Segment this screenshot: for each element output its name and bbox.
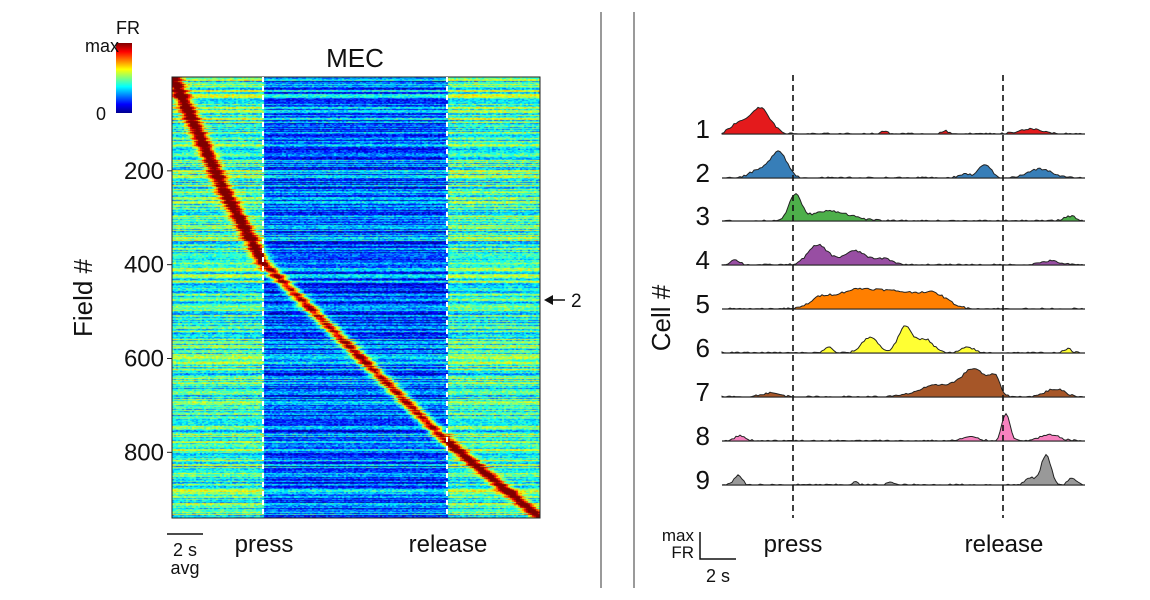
colorbar-max-label: max <box>85 36 119 56</box>
cell-label: 9 <box>696 465 710 495</box>
traces-scalebar-fr: FR <box>671 543 694 562</box>
cell-label: 5 <box>696 289 710 319</box>
press-label-right: press <box>764 531 823 558</box>
traces-scalebar-time: 2 s <box>706 566 730 586</box>
heatmap-y-label: Field # <box>68 258 98 337</box>
scalebar-label: 2 s <box>173 540 197 560</box>
traces-y-label: Cell # <box>646 284 676 351</box>
heatmap-y-tick-label: 400 <box>124 252 164 279</box>
cell-trace-9 <box>721 453 1085 486</box>
press-label-left: press <box>235 531 294 558</box>
cell-label: 2 <box>696 158 710 188</box>
cell-label: 1 <box>696 114 710 144</box>
cell-label: 8 <box>696 421 710 451</box>
cell-trace-3 <box>722 192 1085 222</box>
heatmap-raster <box>172 77 540 518</box>
cell-trace-6 <box>721 325 1083 354</box>
cell-trace-2 <box>722 150 1083 179</box>
release-label-left: release <box>409 531 488 558</box>
heatmap-image <box>172 77 540 518</box>
traces-scalebar-max: max <box>662 526 695 545</box>
cell-trace-5 <box>722 287 1085 310</box>
release-label-right: release <box>965 531 1044 558</box>
cell-label: 4 <box>696 245 710 275</box>
cell-trace-8 <box>722 412 1083 442</box>
colorbar-fr-label: FR <box>116 18 140 38</box>
heatmap-y-tick-label: 200 <box>124 158 164 185</box>
heatmap-y-tick-label: 800 <box>124 439 164 466</box>
heatmap-y-tick-label: 600 <box>124 345 164 372</box>
heatmap-y-axis: 200 400 600 800 <box>124 158 172 466</box>
scalebar-sublabel: avg <box>170 558 199 578</box>
traces-scalebar <box>699 532 736 560</box>
colorbar <box>116 43 132 113</box>
cell-label: 6 <box>696 333 710 363</box>
annotation-label: 2 <box>571 291 582 312</box>
cell-traces-panel: 1 2 3 4 5 6 7 8 9 Cell # max FR 2 s press releas… <box>646 75 1085 586</box>
heatmap-title: MEC <box>326 43 384 73</box>
colorbar-zero-label: 0 <box>96 104 106 124</box>
cell-label: 7 <box>696 377 710 407</box>
heatmap-frame <box>171 76 541 519</box>
cell-trace-4 <box>721 243 1084 266</box>
field-annotation: 2 <box>544 291 582 312</box>
cell-trace-7 <box>721 368 1084 398</box>
cell-label: 3 <box>696 201 710 231</box>
cell-trace-1 <box>721 106 1083 135</box>
